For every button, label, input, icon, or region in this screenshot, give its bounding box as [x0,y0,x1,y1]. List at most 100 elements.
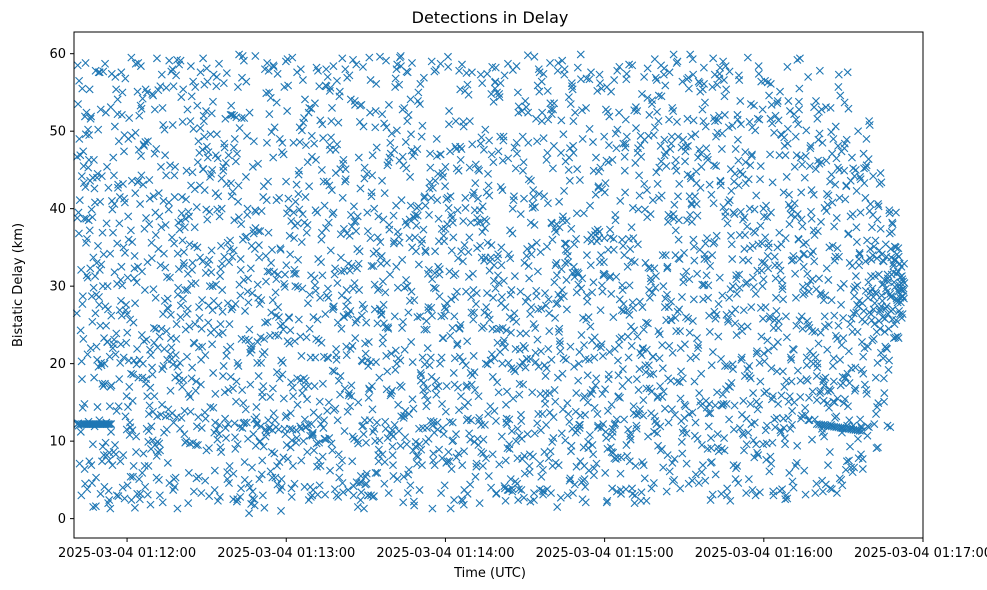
data-point [376,238,385,246]
data-point [843,402,852,411]
data-point [451,293,460,301]
data-point [197,324,206,333]
data-point [399,472,408,481]
data-point [287,378,295,387]
data-point [404,465,413,474]
data-point [110,268,119,277]
data-point [163,458,172,467]
data-point [286,443,295,452]
data-point [476,70,485,79]
data-point [300,114,309,123]
data-point [204,444,213,453]
data-point [124,212,133,221]
data-point [850,463,859,472]
data-point [80,465,89,474]
data-point [771,111,780,120]
data-point [853,281,862,290]
data-point [398,152,407,161]
data-point [457,60,466,69]
data-point [578,274,587,283]
data-point [579,209,588,218]
data-point [765,314,774,323]
data-point [584,444,593,453]
data-point [841,465,850,474]
data-point [733,115,742,124]
data-point [279,325,288,334]
data-point [207,268,216,277]
data-point [126,472,135,481]
data-point [779,423,788,432]
data-point [464,90,473,99]
data-point [444,120,453,129]
data-point [699,295,708,304]
data-point [127,176,136,185]
data-point [318,271,327,280]
data-point [716,177,725,186]
data-point [830,311,839,320]
data-point [591,381,600,390]
data-point [417,445,426,454]
data-point [465,429,474,438]
data-point [519,493,528,502]
data-point [112,85,121,94]
data-point [176,313,185,322]
data-point [655,354,664,363]
data-point [431,284,440,293]
data-point [801,403,810,412]
data-point [199,165,208,174]
data-point [275,193,284,202]
data-point [391,346,400,355]
data-point [501,303,510,312]
data-point [386,391,395,400]
data-point [766,114,775,123]
data-point [293,400,302,409]
data-point [172,334,181,343]
data-point [187,374,196,383]
data-point [628,489,637,498]
data-point [618,286,627,295]
data-point [714,116,723,125]
data-point [394,400,403,409]
data-point [544,344,553,353]
data-point [142,213,151,222]
data-point [556,148,565,157]
data-point [399,498,408,507]
data-point [688,317,697,326]
data-point [893,298,902,307]
data-point [226,342,235,351]
data-point [273,270,282,279]
data-point [620,251,629,260]
data-point [637,488,646,497]
data-point [434,214,443,223]
data-point [651,283,660,292]
data-point [715,69,724,78]
data-point [171,473,180,482]
data-point [717,145,726,153]
data-point [253,337,262,346]
data-point [98,457,106,466]
data-point [832,412,841,421]
data-point [699,63,708,72]
data-point [336,372,345,381]
data-point [793,441,802,450]
data-point [538,410,547,419]
data-point [879,257,888,266]
data-point [484,310,493,319]
data-point [177,93,186,102]
data-point [221,114,230,123]
data-point [679,424,688,433]
data-point [730,169,739,178]
data-point [215,212,224,221]
data-point [419,73,428,82]
data-point [313,315,322,324]
data-point [816,386,825,395]
data-point [836,91,845,100]
data-point [213,496,222,505]
data-point [445,417,454,426]
data-point [510,143,519,152]
data-point [298,76,307,85]
data-point [649,352,658,361]
data-point [760,212,769,221]
data-point [429,449,438,458]
data-point [615,62,624,71]
